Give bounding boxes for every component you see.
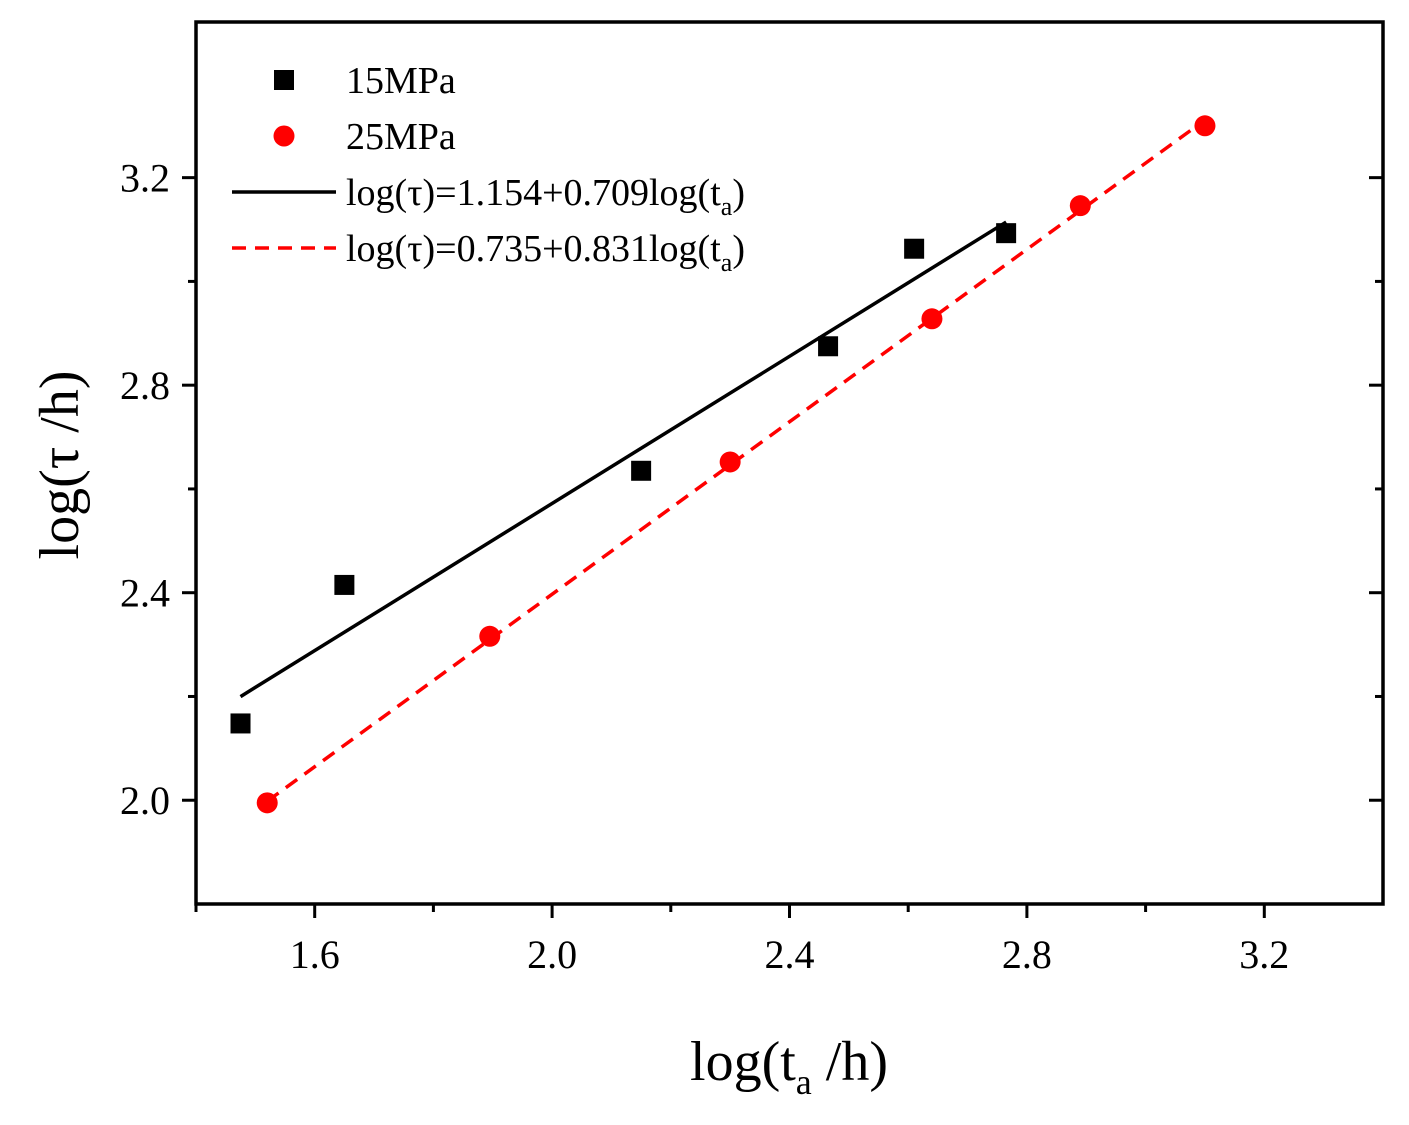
legend: 15MPa25MPalog(τ)=1.154+0.709log(ta)log(τ… [232, 60, 745, 277]
data-point-15MPa [818, 336, 839, 357]
legend-marker-25MPa [273, 125, 295, 147]
legend-equation-tail: ) [732, 172, 745, 214]
data-point-25MPa [1069, 195, 1091, 217]
x-tick-label: 2.8 [1002, 932, 1052, 977]
x-axis-title-main: log(t [690, 1031, 796, 1093]
legend-equation-main: log(τ)=1.154+0.709log(t [346, 172, 721, 214]
legend-label-fit-25MPa: log(τ)=0.735+0.831log(ta) [346, 228, 745, 277]
legend-label-25MPa: 25MPa [346, 116, 456, 158]
legend-equation-subscript: a [721, 248, 733, 277]
x-tick-label: 3.2 [1239, 932, 1289, 977]
y-tick-label: 3.2 [120, 156, 170, 201]
legend-label-fit-15MPa: log(τ)=1.154+0.709log(ta) [346, 172, 745, 221]
x-axis-title-subscript: a [796, 1062, 812, 1102]
x-axis-title: log(ta /h) [690, 1031, 888, 1102]
y-tick-label: 2.8 [120, 363, 170, 408]
legend-marker-15MPa [274, 70, 294, 90]
legend-equation-subscript: a [721, 192, 733, 221]
data-point-15MPa [631, 460, 652, 481]
data-point-25MPa [256, 792, 278, 814]
x-tick-label: 2.4 [765, 932, 815, 977]
data-point-25MPa [479, 625, 501, 647]
data-point-25MPa [1194, 115, 1216, 137]
data-point-15MPa [230, 713, 251, 734]
y-tick-label: 2.4 [120, 571, 170, 616]
data-point-15MPa [904, 238, 925, 259]
fit-15MPa-line [239, 220, 1008, 699]
data-point-25MPa [719, 451, 741, 473]
x-axis-title-tail: /h) [812, 1031, 888, 1093]
y-axis-title: log(τ /h) [29, 371, 91, 560]
legend-equation-tail: ) [732, 228, 745, 270]
legend-equation-main: log(τ)=0.735+0.831log(t [346, 228, 721, 270]
data-point-25MPa [921, 308, 943, 330]
data-point-15MPa [334, 574, 355, 595]
legend-label-15MPa: 15MPa [346, 60, 456, 102]
y-tick-label: 2.0 [120, 778, 170, 823]
x-tick-label: 2.0 [527, 932, 577, 977]
data-point-15MPa [996, 223, 1017, 244]
x-tick-label: 1.6 [290, 932, 340, 977]
